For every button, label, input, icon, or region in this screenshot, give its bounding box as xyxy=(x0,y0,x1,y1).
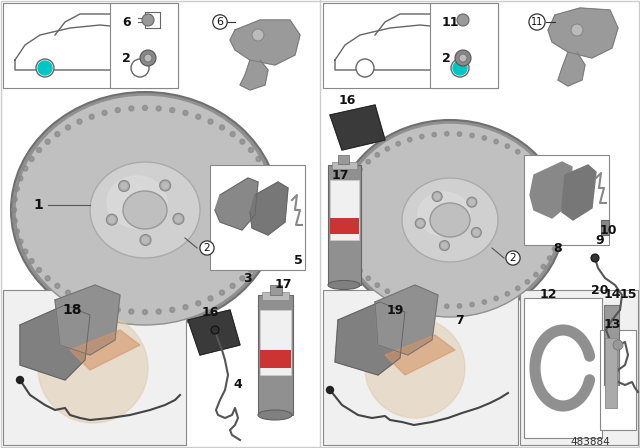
Circle shape xyxy=(375,153,380,157)
Circle shape xyxy=(14,229,19,234)
Text: 17: 17 xyxy=(332,168,349,181)
Ellipse shape xyxy=(15,95,275,325)
Text: 483884: 483884 xyxy=(570,437,610,447)
Ellipse shape xyxy=(430,203,470,237)
Circle shape xyxy=(45,139,50,144)
FancyBboxPatch shape xyxy=(323,290,518,445)
Text: 4: 4 xyxy=(234,379,243,392)
Circle shape xyxy=(55,132,60,137)
FancyBboxPatch shape xyxy=(262,292,289,300)
Circle shape xyxy=(341,194,346,198)
FancyBboxPatch shape xyxy=(323,3,498,88)
Text: 2: 2 xyxy=(204,243,211,253)
Circle shape xyxy=(121,183,127,189)
Circle shape xyxy=(408,298,412,302)
Circle shape xyxy=(115,307,120,312)
Circle shape xyxy=(396,142,401,146)
Circle shape xyxy=(143,237,148,243)
Circle shape xyxy=(613,340,623,350)
Circle shape xyxy=(351,260,356,265)
Circle shape xyxy=(118,181,129,191)
Text: 1: 1 xyxy=(33,198,43,212)
Circle shape xyxy=(408,138,412,142)
Circle shape xyxy=(385,146,390,151)
Circle shape xyxy=(271,229,276,234)
Circle shape xyxy=(482,136,486,140)
Ellipse shape xyxy=(11,92,279,328)
Circle shape xyxy=(89,114,94,119)
Circle shape xyxy=(337,223,341,227)
Text: 7: 7 xyxy=(456,314,465,327)
Circle shape xyxy=(420,301,424,306)
Circle shape xyxy=(140,50,156,66)
Polygon shape xyxy=(548,8,618,58)
Circle shape xyxy=(358,167,362,172)
Circle shape xyxy=(435,194,440,199)
Text: 9: 9 xyxy=(596,233,604,246)
Circle shape xyxy=(162,182,168,189)
Circle shape xyxy=(470,133,474,138)
FancyBboxPatch shape xyxy=(260,310,291,375)
Ellipse shape xyxy=(402,178,498,262)
Circle shape xyxy=(559,218,563,222)
Circle shape xyxy=(23,166,28,171)
Ellipse shape xyxy=(258,410,292,420)
FancyBboxPatch shape xyxy=(520,290,638,445)
Circle shape xyxy=(262,166,267,171)
Circle shape xyxy=(38,61,52,75)
Circle shape xyxy=(375,283,380,287)
Circle shape xyxy=(366,159,371,164)
Circle shape xyxy=(273,197,278,202)
Circle shape xyxy=(240,276,245,281)
Polygon shape xyxy=(55,285,120,355)
Circle shape xyxy=(102,110,107,116)
Circle shape xyxy=(36,59,54,77)
Circle shape xyxy=(12,207,17,212)
Circle shape xyxy=(36,147,42,152)
Circle shape xyxy=(534,272,538,277)
Circle shape xyxy=(170,108,175,112)
Ellipse shape xyxy=(90,162,200,258)
Circle shape xyxy=(547,256,552,260)
Circle shape xyxy=(525,280,529,284)
Circle shape xyxy=(366,276,371,280)
Circle shape xyxy=(140,234,151,246)
Circle shape xyxy=(505,292,509,296)
Circle shape xyxy=(326,387,333,393)
Text: 2: 2 xyxy=(509,253,516,263)
Circle shape xyxy=(541,264,545,269)
Circle shape xyxy=(142,14,154,26)
Text: 15: 15 xyxy=(620,289,637,302)
Circle shape xyxy=(183,305,188,310)
Circle shape xyxy=(208,296,213,301)
Circle shape xyxy=(156,309,161,314)
Circle shape xyxy=(451,59,469,77)
Text: 19: 19 xyxy=(387,303,404,316)
Circle shape xyxy=(445,132,449,136)
Circle shape xyxy=(417,220,423,226)
Circle shape xyxy=(432,303,436,308)
Circle shape xyxy=(358,268,362,273)
Circle shape xyxy=(471,228,481,237)
Polygon shape xyxy=(70,330,140,370)
Circle shape xyxy=(351,176,356,180)
Circle shape xyxy=(183,110,188,116)
Circle shape xyxy=(455,50,471,66)
Circle shape xyxy=(14,186,19,191)
Circle shape xyxy=(541,171,545,176)
Polygon shape xyxy=(188,310,240,355)
Circle shape xyxy=(252,29,264,41)
Circle shape xyxy=(552,189,557,193)
Circle shape xyxy=(339,233,343,237)
Circle shape xyxy=(256,258,261,263)
Text: 20: 20 xyxy=(591,284,609,297)
Circle shape xyxy=(474,230,479,235)
Polygon shape xyxy=(530,162,572,218)
Circle shape xyxy=(156,106,161,111)
Text: 5: 5 xyxy=(294,254,302,267)
FancyBboxPatch shape xyxy=(605,338,617,408)
Circle shape xyxy=(445,304,449,308)
Circle shape xyxy=(457,14,469,26)
Circle shape xyxy=(248,147,253,152)
